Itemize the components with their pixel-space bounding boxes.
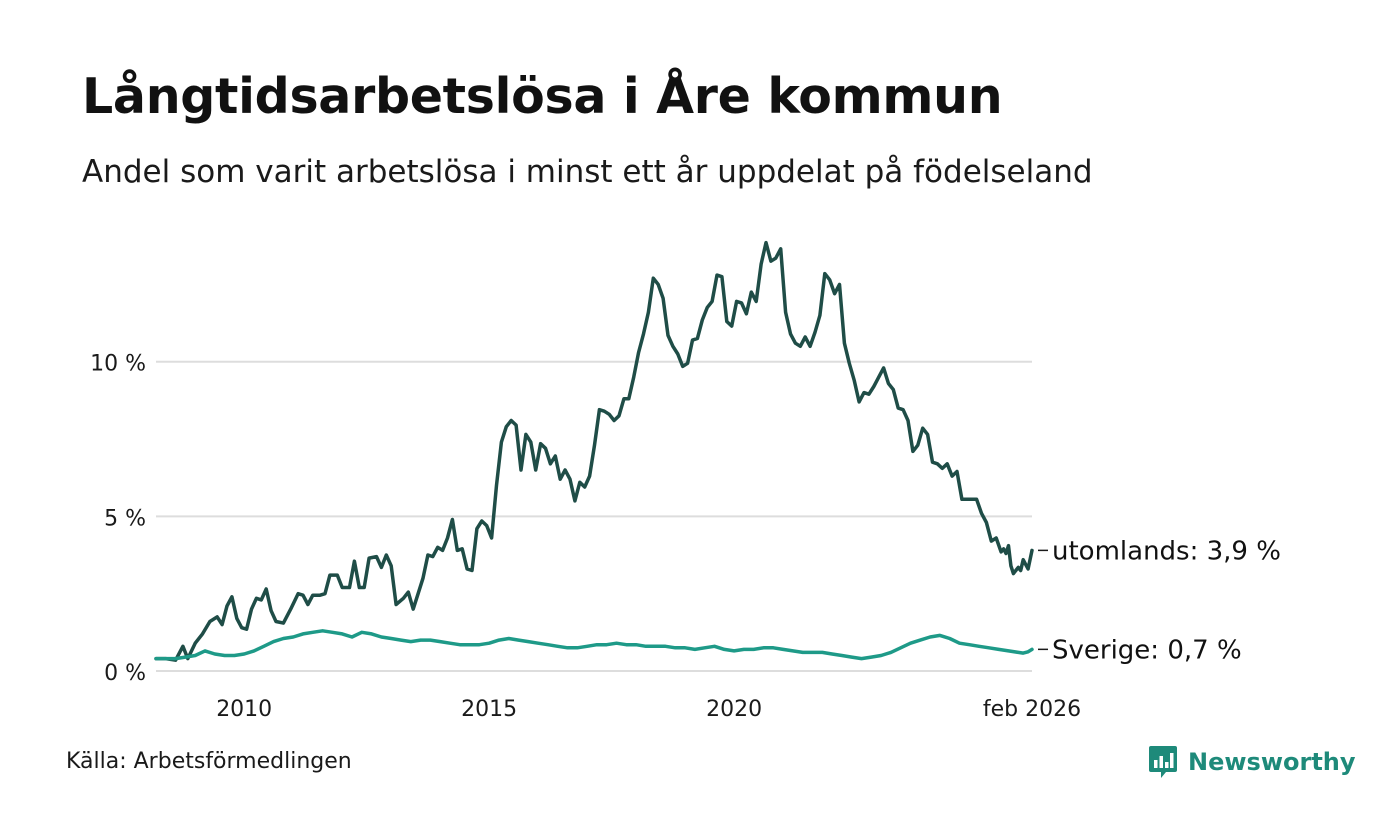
y-tick-label: 5 % [104, 506, 146, 531]
x-tick-label: 2020 [706, 697, 762, 722]
x-tick-label: feb 2026 [983, 697, 1081, 722]
x-axis-tick-labels: 2010 2015 2020 feb 2026 [216, 697, 1081, 722]
newsworthy-logo-icon [1149, 746, 1177, 778]
brand-name: Newsworthy [1188, 748, 1356, 776]
series-end-labels: utomlands: 3,9 % Sverige: 0,7 % [1038, 536, 1281, 665]
series-lines [154, 240, 1034, 662]
series-line-sverige [154, 629, 1034, 661]
x-tick-label: 2010 [216, 697, 272, 722]
series-line-utomlands [154, 240, 1034, 662]
x-tick-label: 2015 [461, 697, 517, 722]
y-tick-label: 0 % [104, 661, 146, 686]
y-tick-label: 10 % [90, 352, 146, 377]
y-axis-tick-labels: 0 % 5 % 10 % [90, 352, 146, 686]
chart-subtitle: Andel som varit arbetslösa i minst ett å… [82, 154, 1093, 190]
grid-lines [156, 360, 1032, 672]
source-note: Källa: Arbetsförmedlingen [66, 749, 352, 774]
brand-logo[interactable]: Newsworthy [1148, 744, 1356, 780]
series-end-label-utomlands: utomlands: 3,9 % [1052, 536, 1281, 566]
series-end-label-sverige: Sverige: 0,7 % [1052, 635, 1242, 665]
chart-title: Långtidsarbetslösa i Åre kommun [82, 68, 1003, 125]
